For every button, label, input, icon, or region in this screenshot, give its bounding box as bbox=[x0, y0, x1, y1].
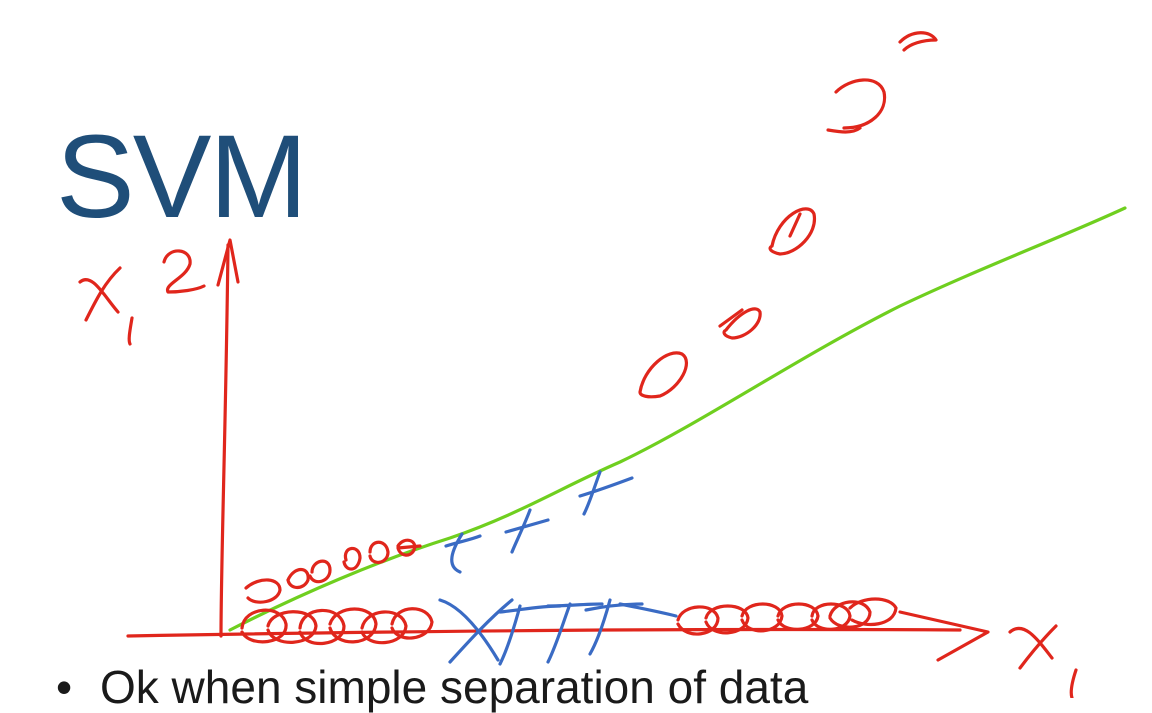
y-axis bbox=[219, 243, 230, 638]
bullet-dot: • bbox=[56, 661, 73, 713]
slide: SVM bbox=[56, 31, 1127, 710]
y-axis-arrowhead bbox=[216, 238, 240, 287]
original-circles bbox=[240, 597, 898, 646]
x-axis-arrowhead bbox=[898, 610, 990, 662]
bullet-text: Ok when simple separation of data bbox=[100, 661, 809, 713]
slide-title: SVM bbox=[56, 111, 308, 243]
separating-line bbox=[228, 206, 1127, 632]
transformed-circles bbox=[244, 31, 938, 604]
handwritten-annotations bbox=[78, 31, 1127, 698]
original-crosses bbox=[438, 598, 678, 666]
bullet-item: • Ok when simple separation of data bbox=[56, 664, 808, 710]
axis-label-y bbox=[78, 249, 206, 346]
axes bbox=[126, 238, 990, 662]
transformed-crosses bbox=[444, 470, 634, 574]
axis-label-x bbox=[1008, 624, 1078, 698]
